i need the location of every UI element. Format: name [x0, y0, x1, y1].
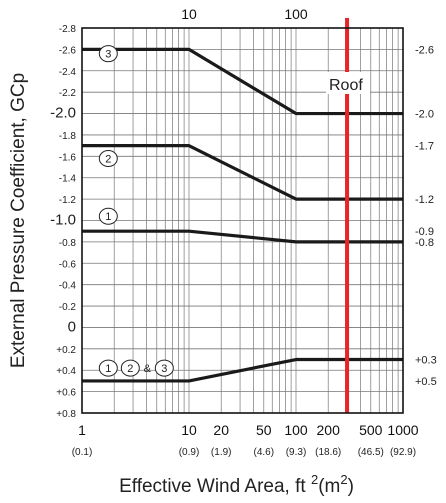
y-tick-label: -0.2 [59, 302, 77, 313]
zone-label-circle [98, 149, 118, 167]
y-tick-label: +0.2 [56, 345, 76, 356]
top-tick-label: 10 [181, 6, 197, 22]
zone-label-lower-1: 1 [105, 363, 111, 375]
right-value-label: -0.9 [415, 226, 434, 238]
zone-label-lower-2-circle [120, 359, 140, 377]
x-tick-sublabel: (4.6) [254, 447, 275, 458]
x-tick-label: 1000 [387, 422, 418, 438]
x-tick-label: 500 [359, 422, 383, 438]
right-value-label: +0.3 [415, 355, 437, 367]
y-tick-label: -1.0 [50, 212, 76, 229]
axes [81, 27, 404, 414]
roof-label: Roof [329, 77, 363, 94]
zone-label: 1 [105, 211, 111, 223]
y-tick-label: +0.8 [56, 409, 76, 420]
zone-label-lower-3: 3 [161, 363, 167, 375]
y-tick-label: -2.6 [59, 45, 77, 56]
top-tick-label: 100 [284, 6, 308, 22]
series-line [82, 229, 403, 244]
zone-label: 3 [105, 49, 111, 61]
right-value-label: -1.7 [415, 141, 434, 153]
y-tick-label: +0.4 [56, 366, 76, 377]
x-tick-sublabel: (0.9) [179, 447, 200, 458]
x-tick-sublabel: (9.3) [286, 447, 307, 458]
y-tick-label: -0.8 [59, 238, 77, 249]
right-value-label: -2.0 [415, 109, 434, 121]
right-value-label: -2.6 [415, 44, 434, 56]
right-value-label: -1.2 [415, 194, 434, 206]
y-tick-label: -0.4 [59, 281, 77, 292]
x-tick-label: 50 [256, 422, 272, 438]
y-tick-label: -2.8 [59, 24, 77, 35]
y-tick-label: -2.0 [50, 105, 76, 122]
x-tick-sublabel: (18.6) [315, 447, 341, 458]
y-tick-label: +0.6 [56, 388, 76, 399]
x-tick-label: 200 [317, 422, 341, 438]
y-tick-label: 0 [68, 318, 76, 335]
zone-label-lower-1-circle [98, 359, 118, 377]
series-line [82, 144, 403, 201]
right-value-label: -0.8 [415, 237, 434, 249]
zone-label-lower-3-circle [154, 359, 174, 377]
series-line [82, 357, 403, 383]
x-tick-sublabel: (92.9) [390, 447, 416, 458]
zone-label-lower-amp: & [144, 363, 152, 375]
series-line [82, 47, 403, 116]
x-tick-label: 1 [78, 422, 86, 438]
zone-label-circle [98, 45, 118, 63]
plot-frame [81, 27, 404, 414]
x-tick-label: 100 [284, 422, 308, 438]
right-value-label: +0.5 [415, 376, 437, 388]
y-axis-label: External Pressure Coefficient, GCp [8, 73, 29, 368]
y-tick-label: -2.4 [59, 67, 77, 78]
zone-label-circle [98, 207, 118, 225]
y-tick-label: -0.6 [59, 259, 77, 270]
x-axis-label: Effective Wind Area, ft 2(m2) [119, 472, 354, 497]
roof-label-bg [326, 72, 370, 94]
y-tick-label: -2.2 [59, 88, 77, 99]
zone-label-lower-2: 2 [127, 363, 133, 375]
y-tick-label: -1.8 [59, 131, 77, 142]
x-tick-sublabel: (0.1) [72, 447, 93, 458]
x-tick-sublabel: (46.5) [358, 447, 384, 458]
roof-layer: Roof [326, 18, 370, 413]
y-tick-label: -1.6 [59, 152, 77, 163]
x-tick-label: 20 [213, 422, 229, 438]
y-tick-label: -1.4 [59, 174, 77, 185]
x-tick-sublabel: (1.9) [211, 447, 232, 458]
x-tick-label: 10 [181, 422, 197, 438]
labels: -2.8 -2.6 -2.4 -2.2 -2.0 -1.8 -1.6 -1.4 -1.2 -1.0… [8, 6, 437, 497]
y-tick-label: -1.2 [59, 195, 77, 206]
zone-label: 2 [105, 153, 111, 165]
